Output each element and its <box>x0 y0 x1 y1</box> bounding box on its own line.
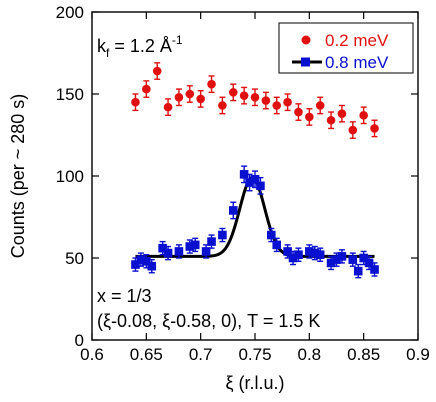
data-point <box>239 91 249 100</box>
data-point <box>315 101 325 110</box>
data-point <box>332 255 341 264</box>
data-point <box>163 248 173 258</box>
x-tick-label: 0.85 <box>347 345 380 364</box>
kf-subscript: f <box>106 46 110 60</box>
data-point <box>207 79 216 89</box>
data-point <box>272 240 282 250</box>
legend: 0.2 meV 0.8 meV <box>278 22 414 74</box>
data-point <box>337 109 347 118</box>
fit-curve-layer <box>135 176 375 258</box>
data-point <box>190 240 200 250</box>
data-point <box>228 88 238 97</box>
data-point <box>359 111 368 120</box>
data-point <box>147 261 157 271</box>
x-tick-label: 0.75 <box>238 345 271 364</box>
data-point <box>218 230 227 240</box>
data-point <box>305 112 314 122</box>
kf-superscript: -1 <box>172 33 183 47</box>
legend-label-0-8-mev: 0.8 meV <box>325 53 389 72</box>
series-0-2-mev <box>131 62 379 139</box>
data-point <box>294 250 303 260</box>
data-point <box>174 247 184 256</box>
data-point <box>185 242 195 251</box>
data-point <box>310 248 320 258</box>
data-point <box>348 125 358 135</box>
conditions-annotation: (ξ-0.08, ξ-0.58, 0), T = 1.5 K <box>97 311 320 331</box>
data-point <box>196 94 205 104</box>
tick-labels: 0.6 0.65 0.7 0.75 0.8 0.85 0.9 0 50 100 150 200 <box>56 3 430 364</box>
data-point <box>207 237 216 246</box>
data-point <box>185 89 195 99</box>
x-tick-label: 0.7 <box>189 345 213 364</box>
y-tick-label: 0 <box>75 331 84 350</box>
data-point <box>305 247 314 256</box>
kf-symbol: k <box>97 36 107 56</box>
data-point <box>250 92 260 102</box>
data-point <box>201 247 211 256</box>
data-point <box>174 92 184 102</box>
data-point <box>152 66 162 76</box>
data-point <box>283 247 292 256</box>
data-point <box>370 124 379 133</box>
data-point <box>326 258 336 268</box>
x-tick-label: 0.8 <box>298 345 322 364</box>
data-point <box>261 96 271 105</box>
data-point <box>131 97 140 107</box>
y-tick-label: 150 <box>56 85 84 104</box>
y-tick-label: 200 <box>56 3 84 22</box>
data-point <box>272 101 282 110</box>
data-point <box>228 206 238 215</box>
data-point <box>283 97 292 107</box>
fit-curve <box>135 176 375 258</box>
y-tick-label: 50 <box>65 249 84 268</box>
data-point <box>364 258 374 268</box>
data-point <box>359 253 368 263</box>
data-point <box>256 181 265 191</box>
data-point <box>163 102 173 112</box>
data-point <box>267 230 276 240</box>
data-point <box>136 255 146 264</box>
data-points <box>131 62 379 279</box>
data-point <box>142 256 151 266</box>
y-tick-label: 100 <box>56 167 84 186</box>
x-tick-label: 0.65 <box>130 345 163 364</box>
data-point <box>337 252 347 261</box>
legend-marker-0-8-mev <box>301 57 310 67</box>
data-point <box>239 170 249 179</box>
data-point <box>245 178 254 187</box>
x-axis-title: ξ (r.l.u.) <box>225 373 284 393</box>
x-value-annotation: x = 1/3 <box>97 286 152 306</box>
data-point <box>142 84 151 94</box>
legend-label-0-2-mev: 0.2 meV <box>325 31 389 50</box>
data-point <box>294 107 303 117</box>
legend-marker-0-2-mev <box>301 35 311 45</box>
x-tick-label: 0.9 <box>406 345 430 364</box>
data-point <box>353 266 363 276</box>
series-0-8-mev <box>131 165 379 279</box>
data-point <box>288 253 298 263</box>
data-point <box>218 101 227 110</box>
data-point <box>326 115 336 125</box>
data-point <box>158 243 167 253</box>
data-point <box>315 250 325 260</box>
y-axis-title: Counts (per ~ 280 s) <box>8 94 28 259</box>
data-point <box>131 260 140 269</box>
data-point <box>370 265 379 274</box>
x-tick-label: 0.6 <box>80 345 104 364</box>
data-point <box>250 174 260 184</box>
data-point <box>348 255 358 264</box>
kf-annotation: kf = 1.2 Å-1 <box>97 33 183 60</box>
kf-value: = 1.2 Å <box>109 36 172 56</box>
axis-ticks <box>91 11 419 341</box>
